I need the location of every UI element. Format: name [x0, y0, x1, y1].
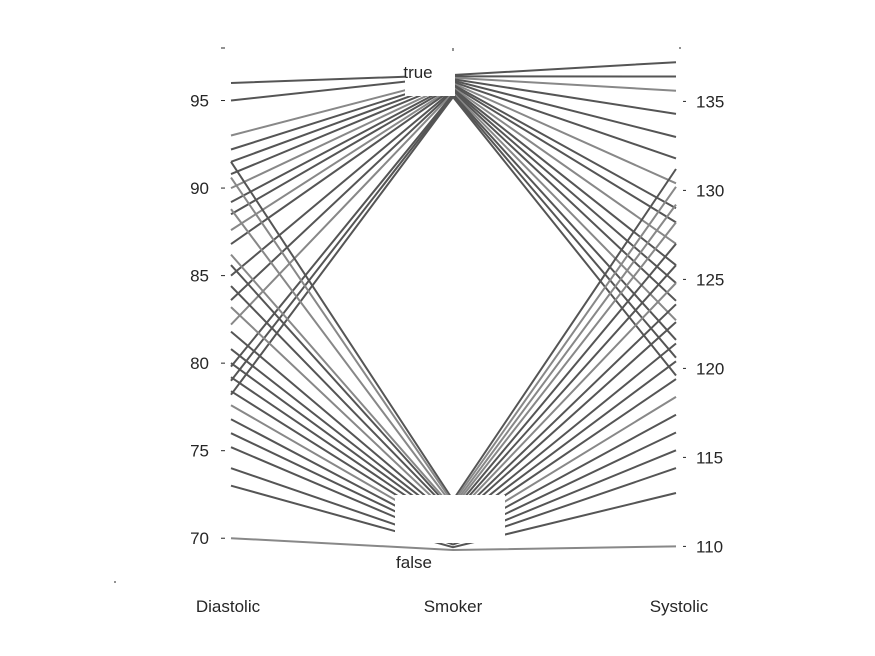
smoker-category-hubs: [395, 70, 505, 543]
smoker-category-label-false: false: [396, 553, 432, 572]
smoker-axis: true false: [396, 48, 454, 572]
axis-title-smoker: Smoker: [424, 597, 483, 616]
systolic-axis: 110 115 120 125 130 135: [679, 47, 724, 556]
systolic-tick-label-110: 110: [696, 537, 723, 556]
systolic-tick-label-135: 135: [696, 92, 724, 111]
data-line-35: [230, 537, 677, 552]
diastolic-tick-label-75: 75: [190, 442, 209, 461]
axis-title-systolic: Systolic: [650, 597, 709, 616]
diastolic-tick-label-70: 70: [190, 529, 209, 548]
systolic-tick-label-125: 125: [696, 270, 724, 289]
smoker-category-label-true: true: [403, 63, 432, 82]
hub-true: [405, 70, 455, 96]
systolic-tick-label-115: 115: [696, 448, 723, 467]
axis-title-diastolic: Diastolic: [196, 597, 261, 616]
diastolic-tick-label-90: 90: [190, 179, 209, 198]
systolic-tick-label-120: 120: [696, 359, 724, 378]
diastolic-tick-label-95: 95: [190, 92, 209, 111]
data-line-34: [230, 484, 677, 549]
diastolic-tick-label-85: 85: [190, 267, 209, 286]
data-line-33: [230, 467, 677, 546]
data-line-23: [230, 282, 677, 519]
diastolic-tick-label-80: 80: [190, 354, 209, 373]
data-line-16: [230, 95, 677, 396]
systolic-tick-label-130: 130: [696, 181, 724, 200]
data-lines: [230, 61, 677, 552]
diastolic-axis: 70 75 80 85 90 95: [114, 47, 225, 583]
hub-false: [395, 495, 505, 543]
